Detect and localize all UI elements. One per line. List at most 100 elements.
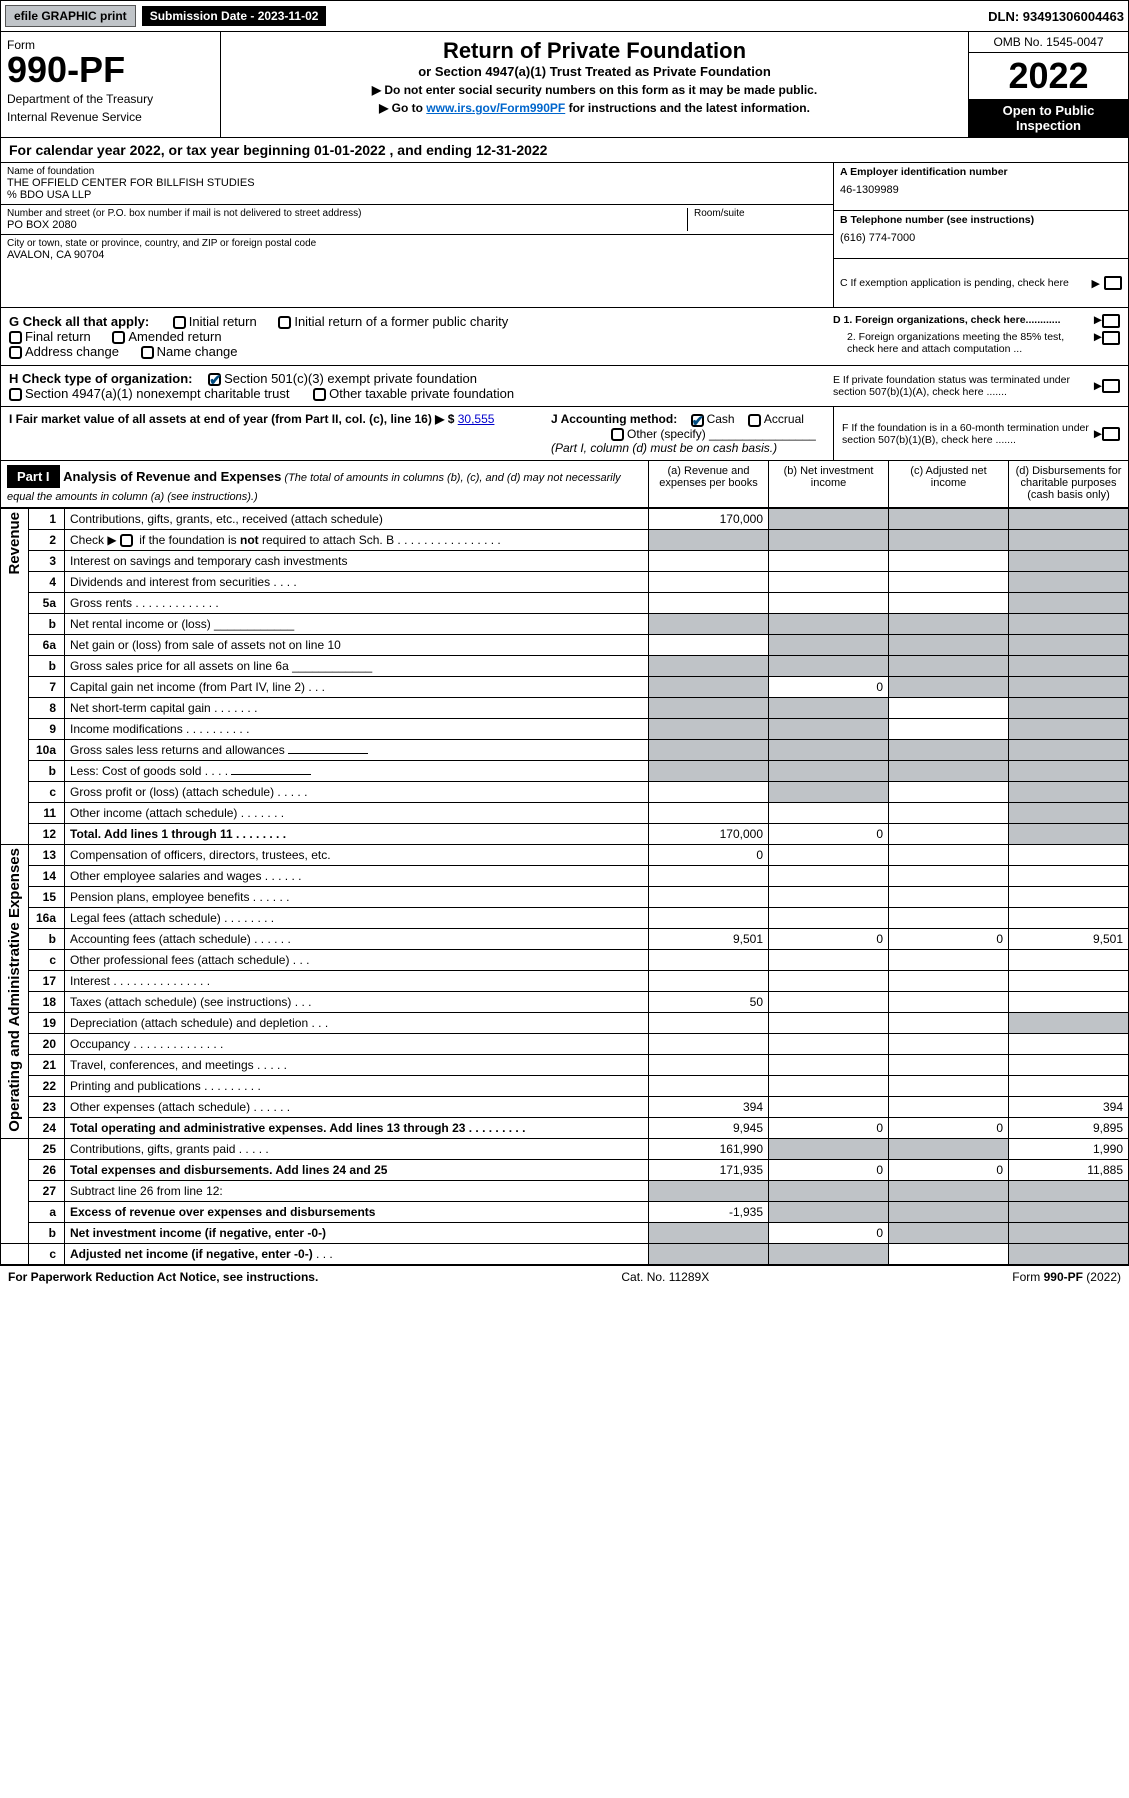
chk-sch-b[interactable] <box>120 534 133 547</box>
lbl-name-change: Name change <box>157 344 238 359</box>
chk-4947[interactable] <box>9 388 22 401</box>
header-center: Return of Private Foundation or Section … <box>221 32 968 137</box>
e-checkbox[interactable] <box>1102 379 1120 393</box>
row-5b: bNet rental income or (loss) ___________… <box>1 614 1129 635</box>
row-27b: bNet investment income (if negative, ent… <box>1 1223 1129 1244</box>
f-checkbox[interactable] <box>1102 427 1120 441</box>
h-label: H Check type of organization: <box>9 371 192 386</box>
row-17: 17Interest . . . . . . . . . . . . . . . <box>1 971 1129 992</box>
col-c-header: (c) Adjusted net income <box>888 461 1008 507</box>
row-5a: 5aGross rents . . . . . . . . . . . . . <box>1 593 1129 614</box>
efile-print-button[interactable]: efile GRAPHIC print <box>5 5 136 27</box>
col-d-header: (d) Disbursements for charitable purpose… <box>1008 461 1128 507</box>
chk-addr-change[interactable] <box>9 346 22 359</box>
lbl-initial-former: Initial return of a former public charit… <box>294 314 508 329</box>
row-8: 8Net short-term capital gain . . . . . .… <box>1 698 1129 719</box>
g-label: G Check all that apply: <box>9 314 149 329</box>
header-left: Form 990-PF Department of the Treasury I… <box>1 32 221 137</box>
irs-label: Internal Revenue Service <box>7 110 214 124</box>
info-block: Name of foundation THE OFFIELD CENTER FO… <box>0 163 1129 308</box>
row-26: 26Total expenses and disbursements. Add … <box>1 1160 1129 1181</box>
room-label: Room/suite <box>694 208 827 219</box>
row-25: 25Contributions, gifts, grants paid . . … <box>1 1139 1129 1160</box>
phone-value: (616) 774-7000 <box>840 232 1122 244</box>
chk-other-method[interactable] <box>611 428 624 441</box>
row-16a: 16aLegal fees (attach schedule) . . . . … <box>1 908 1129 929</box>
chk-initial[interactable] <box>173 316 186 329</box>
lbl-initial: Initial return <box>189 314 257 329</box>
e-label: E If private foundation status was termi… <box>833 374 1094 398</box>
chk-accrual[interactable] <box>748 414 761 427</box>
row-10c: cGross profit or (loss) (attach schedule… <box>1 782 1129 803</box>
form-number: 990-PF <box>7 52 214 88</box>
lbl-accrual: Accrual <box>764 412 804 426</box>
row-22: 22Printing and publications . . . . . . … <box>1 1076 1129 1097</box>
dln-label: DLN: 93491306004463 <box>988 9 1124 24</box>
chk-amended[interactable] <box>112 331 125 344</box>
row-24: 24Total operating and administrative exp… <box>1 1118 1129 1139</box>
f-label: F If the foundation is in a 60-month ter… <box>842 422 1094 446</box>
phone-label: B Telephone number (see instructions) <box>840 214 1122 226</box>
ein-label: A Employer identification number <box>840 166 1122 178</box>
row-16b: bAccounting fees (attach schedule) . . .… <box>1 929 1129 950</box>
col-a-header: (a) Revenue and expenses per books <box>648 461 768 507</box>
part1-badge: Part I <box>7 465 60 488</box>
chk-cash[interactable] <box>691 414 704 427</box>
city-state-zip: AVALON, CA 90704 <box>7 249 827 261</box>
lbl-other-taxable: Other taxable private foundation <box>329 386 514 401</box>
row-14: 14Other employee salaries and wages . . … <box>1 866 1129 887</box>
form-title: Return of Private Foundation <box>227 38 962 64</box>
expenses-label: Operating and Administrative Expenses <box>6 848 23 1132</box>
row-6a: 6aNet gain or (loss) from sale of assets… <box>1 635 1129 656</box>
row-9: 9Income modifications . . . . . . . . . … <box>1 719 1129 740</box>
addr-label: Number and street (or P.O. box number if… <box>7 208 687 219</box>
footer-right: Form 990-PF (2022) <box>1012 1270 1121 1284</box>
d1-checkbox[interactable] <box>1102 314 1120 328</box>
lbl-501c3: Section 501(c)(3) exempt private foundat… <box>224 371 477 386</box>
instr-1: ▶ Do not enter social security numbers o… <box>227 83 962 97</box>
row-19: 19Depreciation (attach schedule) and dep… <box>1 1013 1129 1034</box>
lbl-amended: Amended return <box>128 329 221 344</box>
chk-other-taxable[interactable] <box>313 388 326 401</box>
i-label: I Fair market value of all assets at end… <box>9 412 458 426</box>
lbl-addr-change: Address change <box>25 344 119 359</box>
open-to-public: Open to Public Inspection <box>969 99 1128 137</box>
j-note: (Part I, column (d) must be on cash basi… <box>551 441 777 455</box>
row-20: 20Occupancy . . . . . . . . . . . . . . <box>1 1034 1129 1055</box>
j-label: J Accounting method: <box>551 412 677 426</box>
row-16c: cOther professional fees (attach schedul… <box>1 950 1129 971</box>
row-2: 2Check ▶ if the foundation is not requir… <box>1 529 1129 550</box>
row-27: 27Subtract line 26 from line 12: <box>1 1181 1129 1202</box>
ein-value: 46-1309989 <box>840 184 1122 196</box>
tax-year: 2022 <box>969 53 1128 99</box>
c-checkbox[interactable] <box>1104 276 1122 290</box>
row-23: 23Other expenses (attach schedule) . . .… <box>1 1097 1129 1118</box>
chk-final[interactable] <box>9 331 22 344</box>
instr-2: ▶ Go to www.irs.gov/Form990PF for instru… <box>227 101 962 115</box>
chk-name-change[interactable] <box>141 346 154 359</box>
d2-checkbox[interactable] <box>1102 331 1120 345</box>
form-subtitle: or Section 4947(a)(1) Trust Treated as P… <box>227 64 962 79</box>
column-headers: (a) Revenue and expenses per books (b) N… <box>648 461 1128 507</box>
city-label: City or town, state or province, country… <box>7 238 827 249</box>
d1-label: D 1. Foreign organizations, check here..… <box>833 314 1094 328</box>
dept-treasury: Department of the Treasury <box>7 92 214 106</box>
lbl-cash: Cash <box>707 412 735 426</box>
row-1: Revenue 1Contributions, gifts, grants, e… <box>1 508 1129 529</box>
row-27a: aExcess of revenue over expenses and dis… <box>1 1202 1129 1223</box>
row-12: 12Total. Add lines 1 through 11 . . . . … <box>1 824 1129 845</box>
g-d-row: G Check all that apply: Initial return I… <box>0 308 1129 366</box>
row-11: 11Other income (attach schedule) . . . .… <box>1 803 1129 824</box>
irs-link[interactable]: www.irs.gov/Form990PF <box>426 101 565 115</box>
footer: For Paperwork Reduction Act Notice, see … <box>0 1265 1129 1288</box>
row-13: Operating and Administrative Expenses 13… <box>1 845 1129 866</box>
name-label: Name of foundation <box>7 166 827 177</box>
instr-2b: for instructions and the latest informat… <box>565 101 810 115</box>
chk-initial-former[interactable] <box>278 316 291 329</box>
row-27c: cAdjusted net income (if negative, enter… <box>1 1244 1129 1265</box>
h-e-row: H Check type of organization: Section 50… <box>0 366 1129 407</box>
instr-2a: ▶ Go to <box>379 101 426 115</box>
footer-mid: Cat. No. 11289X <box>621 1270 709 1284</box>
header-right: OMB No. 1545-0047 2022 Open to Public In… <box>968 32 1128 137</box>
chk-501c3[interactable] <box>208 373 221 386</box>
